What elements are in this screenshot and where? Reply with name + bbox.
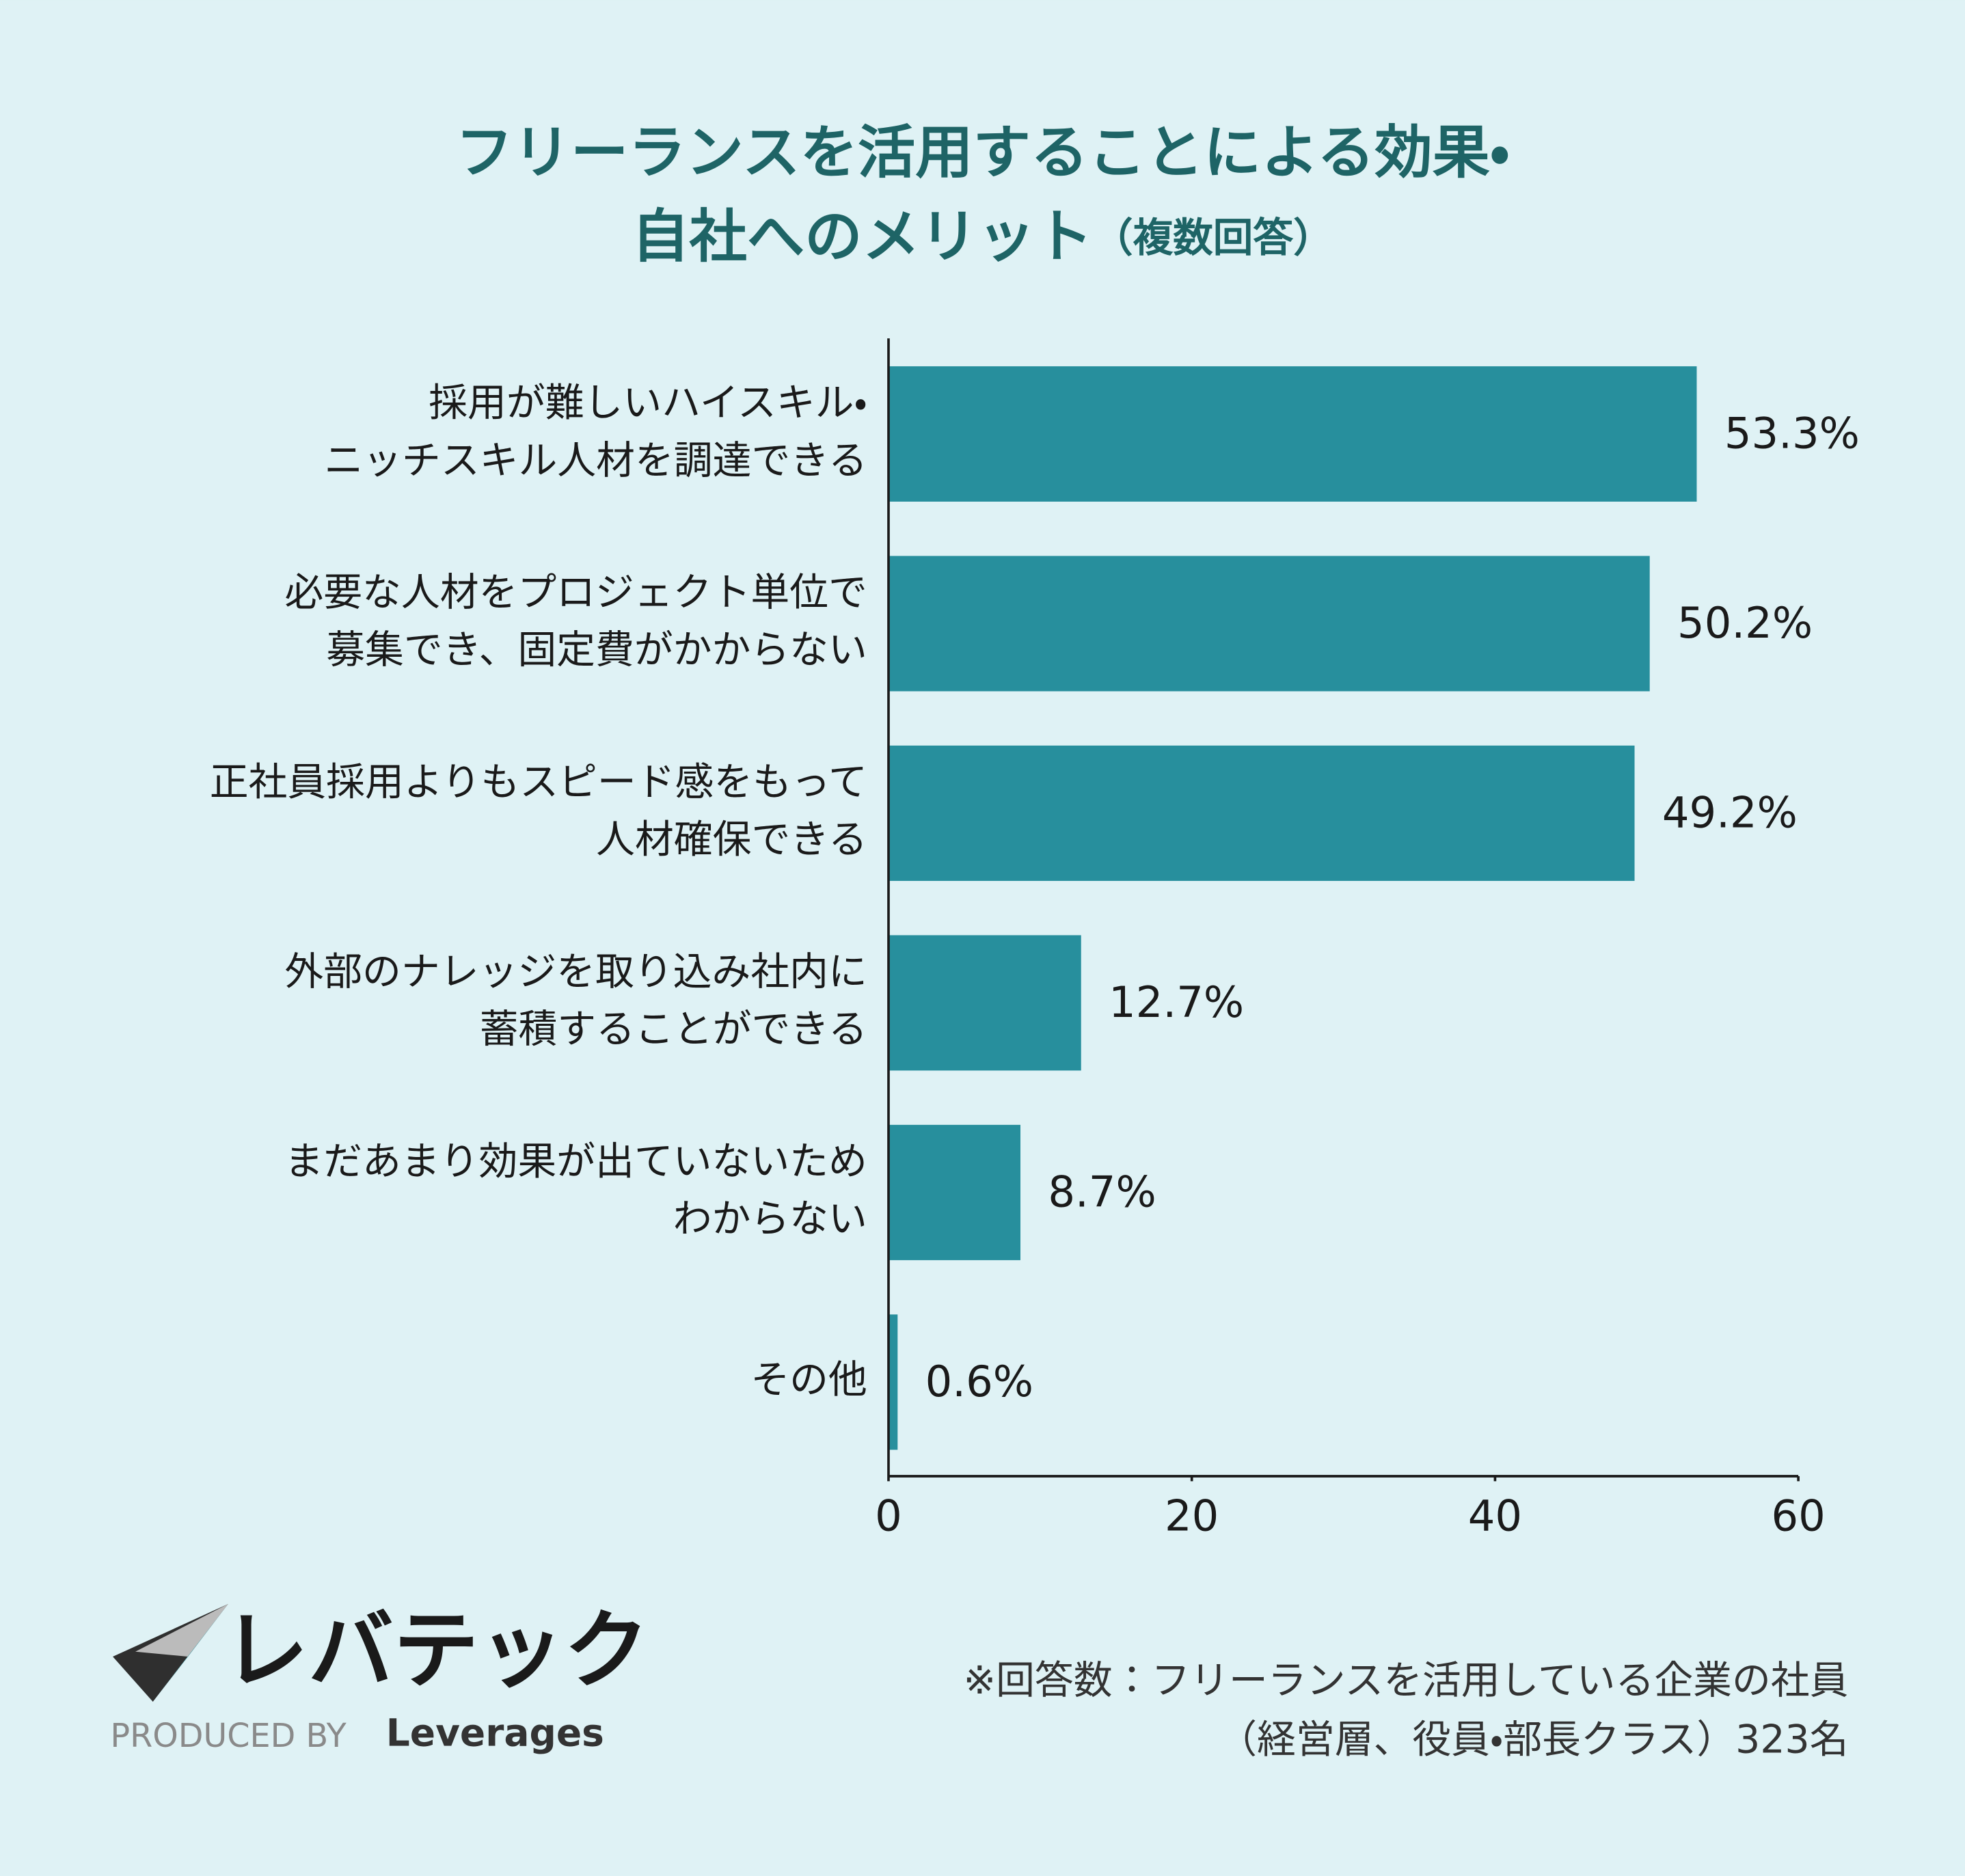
bar — [888, 745, 1635, 881]
y-tick-label: 採用が難しいハイスキル・ — [429, 380, 867, 425]
chart-title: フリーランスを活用することによる効果・ — [455, 119, 1509, 186]
y-tick-label: わからない — [673, 1197, 867, 1242]
x-tick-label: 60 — [1771, 1491, 1825, 1540]
value-label: 49.2% — [1662, 788, 1798, 838]
y-tick-label: まだあまり効果が出ていないため — [284, 1139, 867, 1184]
value-label: 53.3% — [1724, 409, 1860, 459]
y-tick-label: 外部のナレッジを取り込み社内に — [284, 949, 867, 994]
bar — [888, 1124, 1021, 1260]
footnote: （経営層、役員・部長クラス）323名 — [1218, 1717, 1848, 1762]
y-tick-label: 正社員採用よりもスピード感をもって — [210, 759, 867, 804]
logo-mark — [135, 1604, 228, 1657]
chart-title: 自社へのメリット（複数回答） — [632, 203, 1333, 270]
bar — [888, 935, 1081, 1071]
value-label: 50.2% — [1677, 598, 1813, 648]
y-tick-label: ニッチスキル人材を調達できる — [324, 438, 867, 483]
y-tick-label: 必要な人材をプロジェクト単位で — [284, 570, 867, 615]
footnote: ※回答数：フリーランスを活用している企業の社員 — [963, 1658, 1848, 1703]
x-tick-label: 0 — [875, 1491, 902, 1540]
y-tick-label: その他 — [750, 1357, 867, 1402]
logo-produced-by: PRODUCED BY — [110, 1717, 347, 1755]
logo-name: レバテック — [223, 1601, 649, 1700]
bar — [888, 366, 1697, 502]
value-label: 0.6% — [925, 1357, 1033, 1406]
bar — [888, 556, 1650, 692]
y-tick-label: 人材確保できる — [596, 817, 867, 862]
logo: レバテック PRODUCED BY Leverages — [110, 1601, 649, 1755]
logo-company: Leverages — [386, 1711, 604, 1755]
chart-subtitle: （複数回答） — [1093, 215, 1333, 261]
value-label: 8.7% — [1048, 1167, 1156, 1217]
x-tick-label: 20 — [1165, 1491, 1219, 1540]
x-tick-label: 40 — [1468, 1491, 1522, 1540]
value-label: 12.7% — [1109, 977, 1244, 1027]
y-tick-label: 蓄積することができる — [480, 1007, 867, 1052]
y-tick-label: 募集でき、固定費がかからない — [326, 627, 867, 672]
bar — [888, 1314, 898, 1450]
chart-title-line: 自社へのメリット — [632, 203, 1093, 270]
